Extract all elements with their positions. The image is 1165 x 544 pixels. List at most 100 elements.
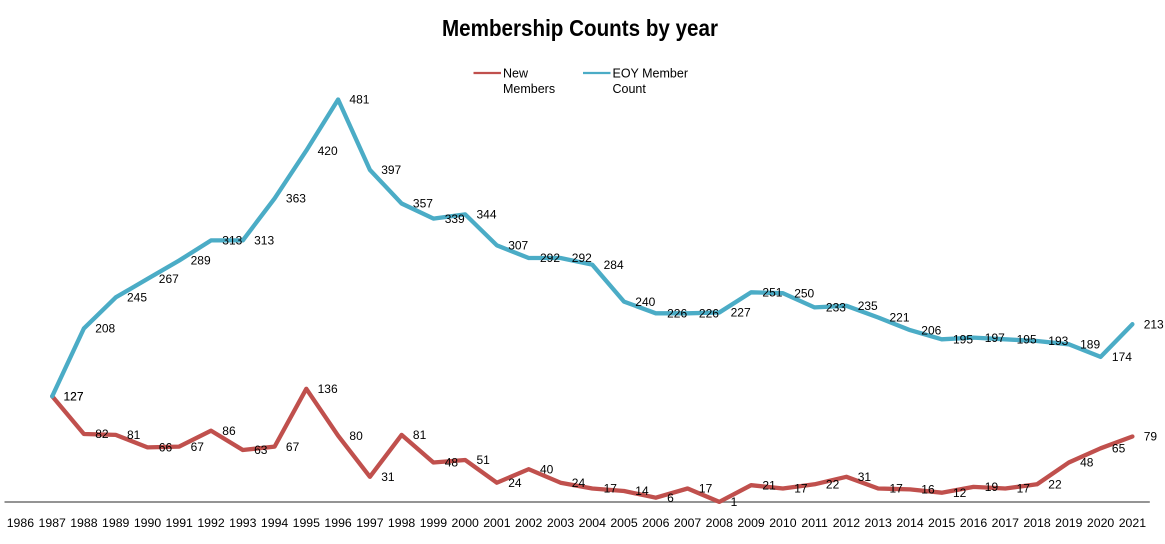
svg-text:16: 16 <box>921 483 935 497</box>
svg-text:1998: 1998 <box>388 516 416 530</box>
svg-text:251: 251 <box>762 286 782 300</box>
svg-text:31: 31 <box>381 470 395 484</box>
svg-text:2011: 2011 <box>801 516 828 530</box>
svg-text:233: 233 <box>826 301 846 315</box>
svg-text:80: 80 <box>349 429 363 443</box>
svg-text:313: 313 <box>254 234 274 248</box>
svg-text:1990: 1990 <box>134 516 162 530</box>
svg-text:17: 17 <box>699 482 713 496</box>
svg-text:2000: 2000 <box>452 516 480 530</box>
svg-text:Members: Members <box>503 82 555 96</box>
svg-text:208: 208 <box>95 322 115 336</box>
svg-text:420: 420 <box>318 144 338 158</box>
svg-text:344: 344 <box>477 208 497 222</box>
svg-text:67: 67 <box>286 440 300 454</box>
svg-text:1992: 1992 <box>197 516 225 530</box>
svg-text:1999: 1999 <box>420 516 448 530</box>
svg-text:1986: 1986 <box>7 516 35 530</box>
svg-text:226: 226 <box>699 307 719 321</box>
svg-text:197: 197 <box>985 331 1005 345</box>
svg-text:24: 24 <box>508 476 522 490</box>
svg-text:2001: 2001 <box>483 516 511 530</box>
svg-text:2018: 2018 <box>1023 516 1051 530</box>
svg-text:2021: 2021 <box>1119 516 1147 530</box>
svg-text:1997: 1997 <box>356 516 384 530</box>
svg-text:48: 48 <box>445 456 459 470</box>
svg-text:267: 267 <box>159 272 179 286</box>
svg-text:17: 17 <box>890 482 904 496</box>
svg-text:357: 357 <box>413 197 433 211</box>
svg-text:22: 22 <box>826 478 840 492</box>
svg-text:2015: 2015 <box>928 516 956 530</box>
svg-text:206: 206 <box>921 323 941 337</box>
svg-text:227: 227 <box>731 306 751 320</box>
svg-text:2007: 2007 <box>674 516 702 530</box>
svg-text:2014: 2014 <box>896 516 924 530</box>
svg-text:136: 136 <box>318 382 338 396</box>
svg-text:81: 81 <box>127 428 141 442</box>
svg-text:292: 292 <box>540 251 560 265</box>
svg-text:2009: 2009 <box>737 516 765 530</box>
svg-text:14: 14 <box>635 484 649 498</box>
svg-text:2006: 2006 <box>642 516 670 530</box>
svg-text:Membership Counts by year: Membership Counts by year <box>442 15 718 41</box>
svg-text:284: 284 <box>604 258 624 272</box>
svg-text:1995: 1995 <box>293 516 321 530</box>
svg-text:12: 12 <box>953 486 967 500</box>
svg-text:New: New <box>503 67 529 81</box>
svg-text:1993: 1993 <box>229 516 257 530</box>
svg-text:1: 1 <box>731 495 738 509</box>
svg-text:226: 226 <box>667 307 687 321</box>
svg-text:1994: 1994 <box>261 516 289 530</box>
svg-text:40: 40 <box>540 462 554 476</box>
svg-text:481: 481 <box>349 93 369 107</box>
svg-text:63: 63 <box>254 443 268 457</box>
svg-text:127: 127 <box>64 390 84 404</box>
svg-text:193: 193 <box>1048 334 1068 348</box>
svg-text:81: 81 <box>413 428 427 442</box>
svg-text:Count: Count <box>613 82 647 96</box>
svg-text:82: 82 <box>95 427 109 441</box>
svg-text:289: 289 <box>191 254 211 268</box>
svg-text:24: 24 <box>572 476 586 490</box>
svg-text:17: 17 <box>604 482 618 496</box>
svg-text:65: 65 <box>1112 442 1126 456</box>
svg-text:66: 66 <box>159 441 173 455</box>
svg-text:67: 67 <box>191 440 205 454</box>
svg-text:48: 48 <box>1080 456 1094 470</box>
svg-text:397: 397 <box>381 163 401 177</box>
svg-text:245: 245 <box>127 291 147 305</box>
svg-text:1991: 1991 <box>166 516 194 530</box>
svg-text:363: 363 <box>286 192 306 206</box>
svg-text:292: 292 <box>572 251 592 265</box>
svg-text:31: 31 <box>858 470 872 484</box>
svg-text:2017: 2017 <box>992 516 1020 530</box>
svg-text:17: 17 <box>1017 482 1031 496</box>
svg-text:189: 189 <box>1080 338 1100 352</box>
svg-text:79: 79 <box>1144 430 1158 444</box>
svg-text:2010: 2010 <box>769 516 797 530</box>
svg-text:2019: 2019 <box>1055 516 1083 530</box>
svg-text:EOY Member: EOY Member <box>613 67 689 81</box>
svg-text:2012: 2012 <box>833 516 861 530</box>
svg-text:250: 250 <box>794 286 814 300</box>
svg-text:1987: 1987 <box>39 516 67 530</box>
svg-text:2004: 2004 <box>579 516 607 530</box>
svg-text:339: 339 <box>445 212 465 226</box>
svg-text:6: 6 <box>667 491 674 505</box>
svg-text:313: 313 <box>222 234 242 248</box>
svg-text:51: 51 <box>477 453 491 467</box>
svg-text:2005: 2005 <box>610 516 638 530</box>
svg-text:2016: 2016 <box>960 516 988 530</box>
svg-text:174: 174 <box>1112 350 1132 364</box>
svg-text:2020: 2020 <box>1087 516 1115 530</box>
svg-text:240: 240 <box>635 295 655 309</box>
svg-text:2002: 2002 <box>515 516 543 530</box>
svg-text:17: 17 <box>794 482 808 496</box>
svg-text:221: 221 <box>890 311 910 325</box>
svg-text:1996: 1996 <box>324 516 352 530</box>
svg-text:1988: 1988 <box>70 516 98 530</box>
svg-text:195: 195 <box>1017 333 1037 347</box>
svg-text:307: 307 <box>508 239 528 253</box>
svg-text:21: 21 <box>762 478 776 492</box>
